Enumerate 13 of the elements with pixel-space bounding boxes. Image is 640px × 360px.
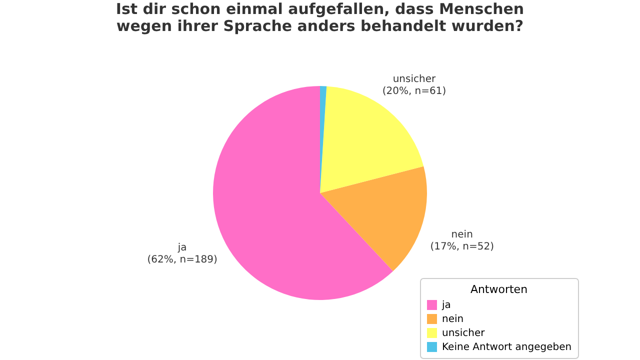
pie-slice [320, 166, 427, 272]
data-label: (20%, n=61) [382, 86, 446, 97]
legend-title: Antworten [470, 283, 528, 296]
legend-label: nein [442, 314, 464, 325]
legend-label: unsicher [442, 328, 486, 339]
legend-label: ja [441, 300, 451, 311]
legend-label: Keine Antwort angegeben [442, 342, 572, 353]
chart-title: Ist dir schon einmal aufgefallen, dass Menschen wegen ihrer Sprache anders behandelt wurden? [116, 0, 524, 36]
data-label: (17%, n=52) [430, 241, 494, 252]
slice-label: ja [176, 242, 187, 254]
slice-label: nein [451, 229, 473, 240]
data-label: (62%, n=189) [147, 254, 218, 266]
slice-label: unsicher [392, 74, 436, 85]
